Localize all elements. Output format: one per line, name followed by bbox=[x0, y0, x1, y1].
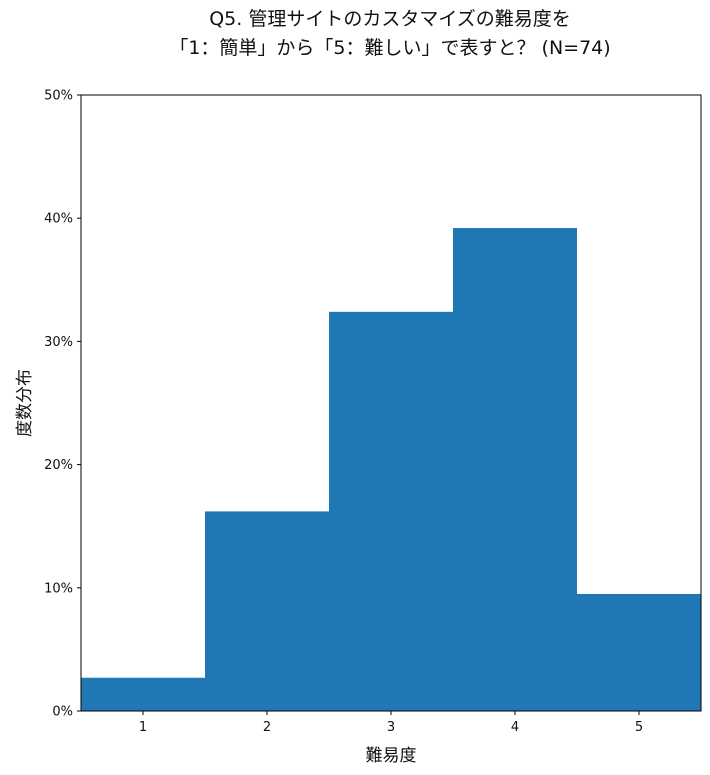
x-tick-label: 2 bbox=[263, 720, 271, 735]
x-axis: 1 2 3 4 5 bbox=[139, 711, 643, 735]
y-axis-label: 度数分布 bbox=[15, 369, 35, 437]
x-tick-label: 5 bbox=[635, 720, 643, 735]
y-tick-label: 10% bbox=[44, 581, 73, 596]
y-tick-label: 0% bbox=[52, 705, 73, 720]
bar-4 bbox=[453, 228, 577, 711]
bar-series bbox=[81, 228, 701, 711]
bar-2 bbox=[205, 511, 329, 711]
bar-5 bbox=[577, 593, 701, 711]
x-tick-label: 1 bbox=[139, 720, 147, 735]
chart-title: Q5. 管理サイトのカスタマイズの難易度を 「1：簡単」から「5：難しい」で表す… bbox=[169, 8, 610, 59]
x-tick-label: 3 bbox=[387, 720, 395, 735]
y-tick-label: 50% bbox=[44, 89, 73, 104]
y-tick-label: 20% bbox=[44, 458, 73, 473]
bar-3 bbox=[329, 311, 453, 711]
chart-title-line-1: Q5. 管理サイトのカスタマイズの難易度を bbox=[209, 8, 571, 30]
y-axis: 0% 10% 20% 30% 40% 50% bbox=[44, 89, 81, 720]
chart-title-line-2: 「1：簡単」から「5：難しい」で表すと？ (N=74) bbox=[169, 37, 610, 59]
bar-1 bbox=[81, 677, 205, 711]
x-tick-label: 4 bbox=[511, 720, 519, 735]
y-tick-label: 40% bbox=[44, 212, 73, 227]
x-axis-label: 難易度 bbox=[366, 746, 417, 766]
y-tick-label: 30% bbox=[44, 335, 73, 350]
